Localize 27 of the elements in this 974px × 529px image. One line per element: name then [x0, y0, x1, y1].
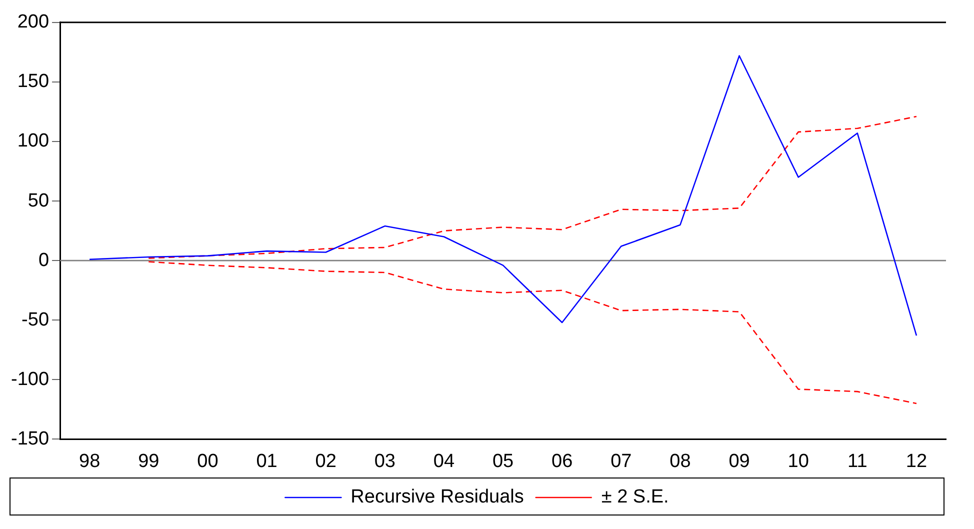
legend-label: ± 2 S.E. [601, 486, 669, 508]
x-tick-label: 06 [552, 450, 573, 472]
x-tick-label: 09 [728, 450, 750, 472]
x-tick-label: 08 [670, 450, 691, 472]
x-tick-label: 03 [374, 450, 396, 472]
x-tick-label: 07 [610, 450, 632, 472]
y-tick-label: -100 [10, 368, 50, 390]
line-series [148, 261, 918, 404]
x-tick-label: 99 [138, 450, 160, 472]
x-tick-label: 01 [256, 450, 278, 472]
x-tick-label: 04 [433, 450, 455, 472]
x-tick-label: 10 [788, 450, 809, 472]
y-tick-label: 150 [17, 71, 50, 92]
y-tick-label: 50 [28, 190, 50, 212]
y-tick-label: -150 [10, 428, 50, 450]
x-tick-label: 02 [315, 450, 336, 472]
x-tick-label: 11 [848, 450, 868, 472]
legend-label: Recursive Residuals [350, 486, 524, 508]
x-tick-label: 05 [492, 450, 514, 472]
y-tick-label: 100 [17, 130, 50, 152]
y-tick-label: 0 [38, 250, 50, 271]
x-tick-label: 98 [78, 450, 100, 472]
line-series [148, 116, 918, 259]
y-tick-label: 200 [17, 12, 50, 33]
x-tick-label: 12 [906, 450, 928, 472]
y-tick-label: -50 [22, 309, 50, 330]
x-tick-label: 00 [197, 450, 218, 472]
